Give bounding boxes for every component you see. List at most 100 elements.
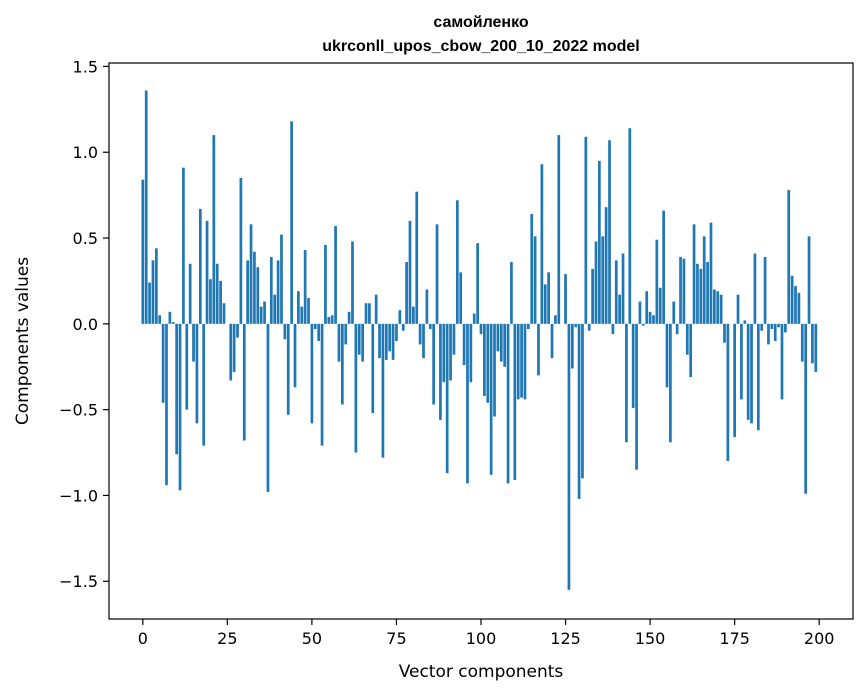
bar-1 [144,90,148,324]
bar-84 [425,289,429,324]
bar-24 [222,303,226,324]
bar-11 [178,323,182,491]
bar-55 [327,316,331,324]
bar-29 [239,177,243,324]
bar-108 [506,323,510,484]
bar-59 [340,323,344,405]
bar-172 [723,323,726,343]
bar-48 [303,250,307,324]
bar-146 [635,323,638,470]
bar-183 [760,323,764,331]
bar-126 [567,323,571,590]
bar-63 [354,323,358,453]
chart-title: самойленко [433,14,529,31]
bar-131 [584,136,588,324]
bar-159 [679,256,682,324]
bar-72 [384,323,388,360]
bar-31 [246,260,250,324]
bar-62 [351,241,354,324]
bar-118 [540,164,544,324]
y-tick-label-5: 1.0 [73,143,98,162]
bar-2 [148,282,151,324]
bar-87 [435,224,439,324]
bar-0 [141,179,145,324]
bar-171 [719,294,723,324]
x-tick-label-150: 150 [635,629,666,648]
bar-15 [192,323,195,362]
bar-76 [398,310,402,324]
bar-114 [526,323,530,329]
bar-185 [767,323,770,345]
chart-subtitle: ukrconll_upos_cbow_200_10_2022 model [322,38,639,55]
bar-81 [415,191,419,324]
bar-128 [574,323,578,328]
bar-138 [608,140,611,324]
bar-51 [313,323,317,329]
bar-16 [195,323,199,424]
bar-91 [449,323,452,381]
bar-165 [699,268,703,324]
bar-133 [591,268,594,324]
bar-145 [631,323,635,408]
bar-113 [523,323,527,400]
bar-104 [493,323,496,417]
bar-164 [696,263,699,324]
bar-6 [161,323,165,403]
bar-27 [232,323,236,372]
bar-41 [280,234,283,324]
y-tick-label-3: 0.0 [73,315,98,334]
bar-44 [290,121,293,324]
bar-130 [581,323,584,479]
bar-127 [570,323,574,369]
bar-180 [750,323,753,424]
plot-frame [108,62,854,620]
bar-20 [209,279,212,324]
bars-group [141,90,818,590]
bar-179 [746,323,750,420]
bar-110 [513,323,517,480]
bar-65 [361,323,364,362]
bar-54 [324,244,327,324]
bar-148 [641,323,645,326]
bar-170 [716,291,720,324]
bar-140 [614,260,618,324]
bar-129 [577,323,581,499]
bar-67 [368,303,371,324]
y-tick-label-2: −0.5 [59,401,98,420]
bar-89 [442,323,446,383]
bar-66 [364,303,368,324]
bar-154 [662,210,665,324]
bar-151 [652,315,655,324]
bar-117 [537,323,540,376]
bar-3 [151,260,155,324]
bar-58 [337,323,341,362]
bar-86 [432,323,436,405]
bar-71 [381,323,385,458]
bar-157 [672,301,676,324]
bar-28 [236,323,239,338]
bar-80 [412,306,415,324]
bar-187 [773,323,777,341]
x-axis-label: Vector components [399,662,564,682]
bar-19 [205,220,209,324]
bar-73 [388,323,392,352]
bar-194 [797,292,801,324]
bar-35 [259,306,263,324]
bar-132 [587,323,591,331]
bar-182 [756,323,760,431]
bar-75 [395,323,398,341]
bar-120 [547,272,550,324]
bar-39 [273,294,277,324]
bar-122 [554,315,557,324]
bar-32 [249,224,253,324]
bar-47 [300,306,304,324]
bar-143 [625,323,628,443]
bar-92 [452,323,456,355]
y-tick-label-0: −1.5 [59,572,98,591]
bar-33 [253,251,256,324]
bar-155 [665,323,669,388]
bar-4 [154,248,158,324]
bar-134 [594,241,598,324]
bar-17 [198,208,202,324]
bar-176 [736,294,740,324]
